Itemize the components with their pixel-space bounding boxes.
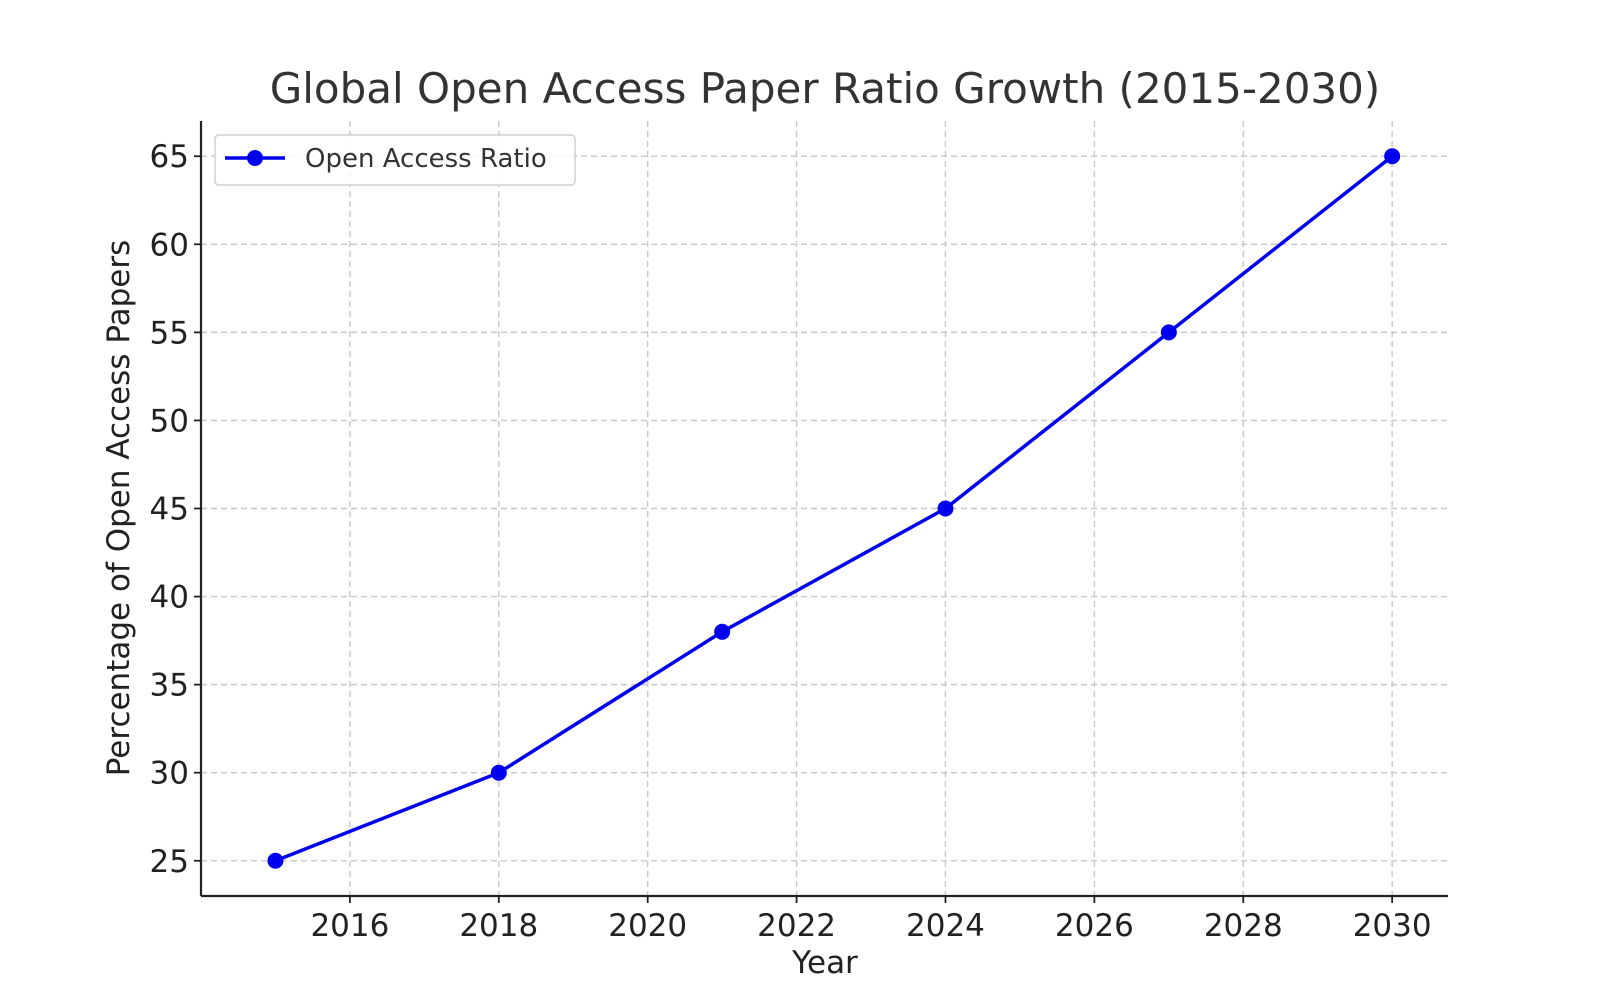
- y-axis-ticks: 25 30 35 40 45 50 55 60 65: [150, 139, 201, 880]
- legend-marker-swatch: [247, 150, 263, 166]
- y-tick-label: 30: [150, 756, 189, 792]
- data-point: [937, 500, 954, 517]
- x-tick-label: 2024: [906, 908, 985, 944]
- data-point: [714, 623, 731, 640]
- x-axis-label: Year: [791, 945, 858, 981]
- y-axis-label: Percentage of Open Access Papers: [101, 240, 137, 777]
- legend-label-open-access-ratio: Open Access Ratio: [305, 144, 547, 174]
- legend: Open Access Ratio: [214, 134, 576, 186]
- y-tick-label: 55: [150, 315, 189, 351]
- series-line: [273, 154, 1394, 863]
- y-tick-label: 45: [150, 492, 189, 528]
- x-tick-label: 2030: [1353, 908, 1432, 944]
- x-tick-label: 2016: [310, 908, 389, 944]
- legend-frame: [214, 134, 576, 186]
- x-tick-label: 2028: [1204, 908, 1283, 944]
- y-tick-label: 50: [150, 403, 189, 439]
- series-layer: [267, 148, 1401, 869]
- y-tick-label: 60: [150, 227, 189, 263]
- chart-title: Global Open Access Paper Ratio Growth (2…: [270, 64, 1381, 113]
- y-tick-label: 35: [150, 668, 189, 704]
- x-axis-ticks: 2016 2018 2020 2022 2024 2026 2028 2030: [310, 896, 1432, 944]
- y-tick-label: 40: [150, 580, 189, 616]
- x-tick-label: 2020: [608, 908, 687, 944]
- y-tick-label: 25: [150, 844, 189, 880]
- data-point: [267, 852, 284, 869]
- data-point: [1384, 148, 1401, 165]
- gridlines: [201, 121, 1448, 896]
- y-tick-label: 65: [150, 139, 189, 175]
- x-tick-label: 2022: [757, 908, 836, 944]
- x-tick-label: 2018: [459, 908, 538, 944]
- x-tick-label: 2026: [1055, 908, 1134, 944]
- data-point: [490, 764, 507, 781]
- data-point: [1160, 324, 1177, 341]
